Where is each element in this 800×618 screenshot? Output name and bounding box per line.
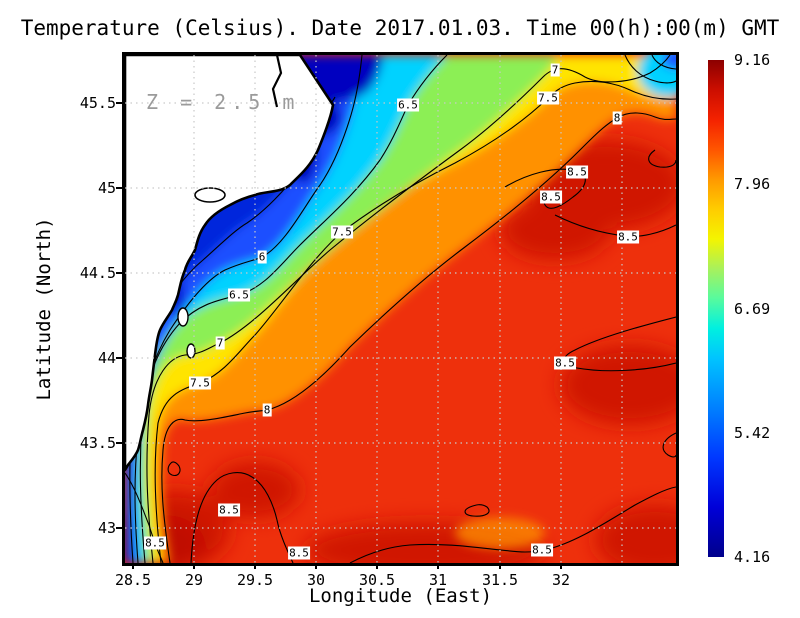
contour-label: 7.5 bbox=[189, 376, 211, 390]
contour-label: 8 bbox=[612, 111, 622, 125]
y-tick-label: 45.5 bbox=[79, 94, 116, 112]
colorbar-tick-label: 5.42 bbox=[734, 423, 771, 442]
contour-label: 7.5 bbox=[331, 225, 353, 239]
x-tick-label: 31.5 bbox=[481, 571, 519, 589]
x-tick-label: 32 bbox=[551, 571, 571, 589]
y-tick-mark bbox=[116, 187, 122, 189]
x-tick-label: 28.5 bbox=[114, 571, 152, 589]
y-tick-label: 44 bbox=[97, 349, 116, 367]
x-tick-mark bbox=[315, 563, 317, 569]
x-tick-mark bbox=[560, 563, 562, 569]
y-tick-mark bbox=[116, 527, 122, 529]
x-tick-label: 30 bbox=[306, 571, 326, 589]
contour-label: 7 bbox=[550, 63, 560, 77]
contour-label: 8.5 bbox=[288, 546, 310, 560]
x-tick-mark bbox=[437, 563, 439, 569]
coastline-land bbox=[125, 55, 335, 472]
coastal-lake-2 bbox=[186, 343, 196, 359]
y-tick-label: 43 bbox=[97, 519, 116, 537]
land bbox=[125, 55, 335, 472]
x-tick-mark bbox=[193, 563, 195, 569]
x-tick-label: 30.5 bbox=[358, 571, 396, 589]
contour-label: 8.5 bbox=[617, 230, 639, 244]
plot-title: Temperature (Celsius). Date 2017.01.03. … bbox=[20, 16, 780, 40]
x-tick-mark bbox=[132, 563, 134, 569]
contour-label: 8.5 bbox=[554, 356, 576, 370]
y-tick-mark bbox=[116, 357, 122, 359]
colorbar-tick-label: 9.16 bbox=[734, 51, 771, 69]
y-tick-label: 44.5 bbox=[79, 264, 116, 282]
depth-annotation: Z = 2.5 m bbox=[146, 90, 300, 114]
contour-label: 6 bbox=[257, 250, 267, 264]
x-axis-label: Longitude (East) bbox=[308, 585, 493, 607]
contour-8-5-b bbox=[190, 472, 294, 563]
coastal-lake-1 bbox=[177, 307, 189, 327]
contour-label: 6.5 bbox=[397, 98, 419, 112]
x-tick-label: 29.5 bbox=[236, 571, 274, 589]
contour-label: 8.5 bbox=[531, 543, 553, 557]
contour-8-5-j bbox=[662, 432, 676, 458]
y-tick-mark bbox=[116, 272, 122, 274]
contour-label: 8.5 bbox=[144, 536, 166, 550]
y-tick-mark bbox=[116, 442, 122, 444]
contour-label: 7.5 bbox=[537, 91, 559, 105]
x-tick-label: 29 bbox=[184, 571, 204, 589]
y-axis-label: Latitude (North) bbox=[33, 217, 55, 401]
contour-8-5-i bbox=[648, 149, 676, 168]
temperature-map bbox=[125, 55, 676, 563]
plot-frame bbox=[122, 52, 679, 566]
contour-8-5-e bbox=[464, 504, 490, 517]
contour-corner-a bbox=[624, 55, 676, 84]
contour-label: 8.5 bbox=[540, 190, 562, 204]
colorbar-tick-label: 4.16 bbox=[734, 548, 771, 566]
x-tick-mark bbox=[376, 563, 378, 569]
colorbar-tick-label: 7.96 bbox=[734, 175, 771, 194]
y-tick-label: 45 bbox=[97, 179, 116, 197]
colorbar-tick-label: 6.69 bbox=[734, 299, 771, 318]
contour-label: 8 bbox=[262, 403, 272, 417]
x-tick-mark bbox=[254, 563, 256, 569]
contour-7 bbox=[146, 55, 671, 563]
contour-label: 6.5 bbox=[228, 288, 250, 302]
y-tick-label: 43.5 bbox=[79, 434, 116, 452]
x-tick-mark bbox=[499, 563, 501, 569]
lagoon bbox=[194, 187, 226, 203]
contour-corner-b bbox=[651, 55, 676, 70]
contour-label: 7 bbox=[215, 336, 225, 350]
x-tick-label: 31 bbox=[428, 571, 448, 589]
contour-7-5 bbox=[154, 80, 676, 563]
contour-8-5-c bbox=[167, 461, 181, 476]
colorbar bbox=[708, 60, 724, 557]
delta-channel bbox=[271, 55, 283, 108]
contour-label: 8.5 bbox=[218, 503, 240, 517]
contour-label: 8.5 bbox=[566, 165, 588, 179]
y-tick-mark bbox=[116, 102, 122, 104]
